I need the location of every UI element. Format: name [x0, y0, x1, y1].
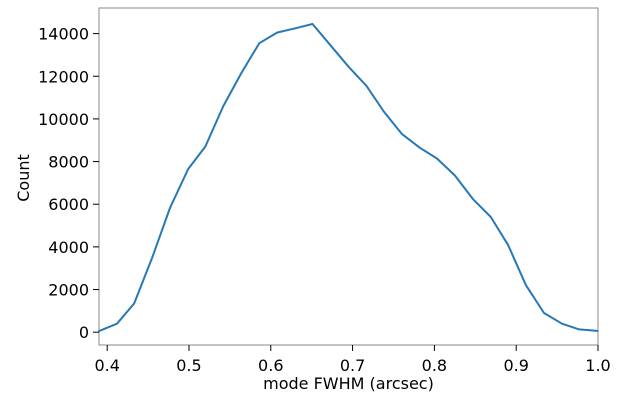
y-tick-label: 10000 [38, 110, 89, 129]
series-layer [98, 23, 599, 333]
y-tick-label: 12000 [38, 67, 89, 86]
x-tick-label: 0.9 [503, 356, 528, 375]
y-tick-label: 14000 [38, 25, 89, 44]
plot-area [98, 7, 599, 346]
y-tick-label: 2000 [48, 281, 89, 300]
series-line [98, 23, 599, 333]
y-axis-ticks: 0 2000 4000 6000 8000 10000 12000 14000 [38, 25, 99, 342]
x-tick-label: 0.4 [94, 356, 119, 375]
x-tick-label: 0.7 [340, 356, 365, 375]
y-tick-label: 0 [79, 323, 89, 342]
x-tick-label: 0.6 [258, 356, 283, 375]
x-axis-label: mode FWHM (arcsec) [263, 374, 434, 393]
y-tick-label: 6000 [48, 195, 89, 214]
x-tick-label: 1.0 [585, 356, 610, 375]
y-tick-label: 4000 [48, 238, 89, 257]
x-tick-label: 0.8 [422, 356, 447, 375]
y-axis-label: Count [14, 154, 33, 202]
y-tick-label: 8000 [48, 153, 89, 172]
x-axis-ticks: 0.4 0.5 0.6 0.7 0.8 0.9 1.0 [94, 345, 611, 375]
x-tick-label: 0.5 [176, 356, 201, 375]
